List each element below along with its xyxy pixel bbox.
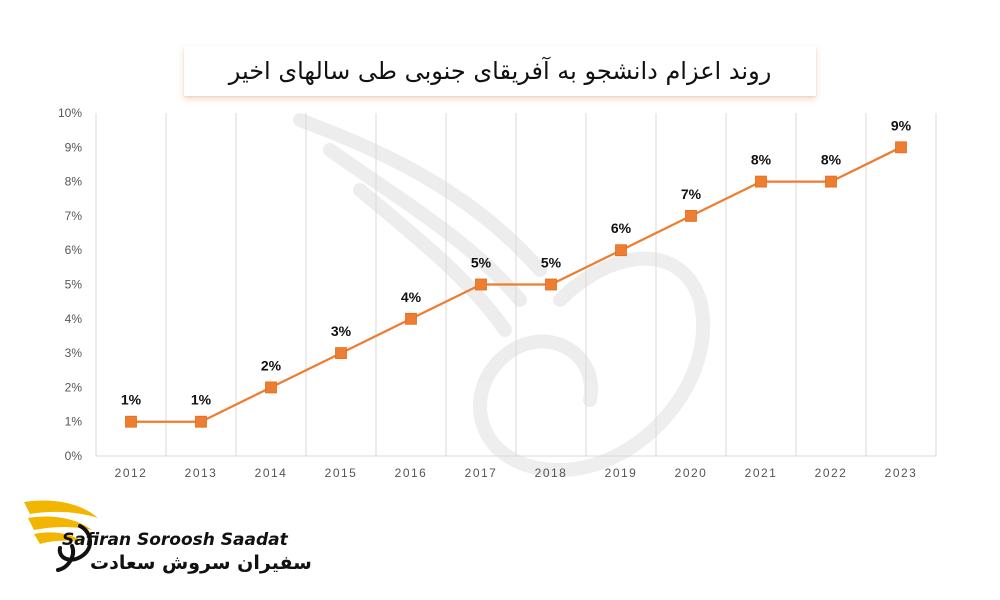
- y-tick-label: 2%: [65, 380, 83, 394]
- brand-logo-icon: [24, 500, 98, 572]
- series-line-path: [131, 146, 902, 423]
- x-tick-label: 2015: [325, 466, 358, 480]
- data-label: 1%: [191, 392, 212, 408]
- data-labels: 1% 1% 2% 3% 4% 5% 5% 6% 7% 8% 8% 9%: [121, 117, 912, 407]
- data-label: 3%: [331, 323, 352, 339]
- data-label: 8%: [751, 152, 772, 168]
- y-tick-label: 5%: [65, 278, 83, 292]
- data-point-marker: [265, 381, 277, 394]
- x-tick-label: 2023: [885, 466, 918, 480]
- chart-title-box: روند اعزام دانشجو به آفریقای جنوبی طی سا…: [184, 46, 816, 96]
- brand-name-english: Safiran Soroosh Saadat: [62, 530, 288, 550]
- brand-name-persian: سفیران سروش سعادت: [90, 552, 312, 574]
- data-label: 6%: [611, 220, 632, 236]
- x-tick-label: 2018: [535, 466, 568, 480]
- y-tick-label: 6%: [65, 243, 83, 257]
- data-label: 1%: [121, 392, 142, 408]
- x-tick-label: 2021: [745, 466, 778, 480]
- x-tick-label: 2012: [115, 466, 148, 480]
- y-tick-label: 3%: [65, 346, 83, 360]
- x-axis: 2012 2013 2014 2015 2016 2017 2018 2019 2020 2021…: [115, 466, 918, 480]
- data-point-marker: [825, 175, 837, 188]
- data-label: 9%: [891, 117, 912, 133]
- y-tick-label: 10%: [58, 106, 82, 120]
- x-tick-label: 2019: [605, 466, 638, 480]
- x-tick-label: 2016: [395, 466, 428, 480]
- y-tick-label: 0%: [65, 449, 83, 463]
- data-label: 4%: [401, 289, 422, 305]
- y-tick-label: 4%: [65, 312, 83, 326]
- x-tick-label: 2013: [185, 466, 218, 480]
- data-point-marker: [195, 415, 207, 428]
- data-label: 5%: [541, 255, 562, 271]
- data-point-marker: [895, 141, 907, 154]
- y-tick-label: 7%: [65, 209, 83, 223]
- watermark-bird-icon: [293, 113, 711, 478]
- y-tick-label: 9%: [65, 140, 83, 154]
- data-label: 2%: [261, 357, 282, 373]
- data-label: 8%: [821, 152, 842, 168]
- series-markers: [125, 141, 907, 428]
- x-tick-label: 2014: [255, 466, 288, 480]
- data-label: 7%: [681, 186, 702, 202]
- y-tick-label: 8%: [65, 175, 83, 189]
- data-point-marker: [755, 175, 767, 188]
- data-label: 5%: [471, 255, 492, 271]
- chart-grid: [95, 113, 937, 457]
- y-tick-label: 1%: [65, 415, 83, 429]
- data-point-marker: [475, 278, 487, 291]
- y-axis: 0% 1% 2% 3% 4% 5% 6% 7% 8% 9% 10%: [58, 106, 82, 463]
- series-line: [131, 146, 902, 423]
- x-tick-label: 2017: [465, 466, 498, 480]
- data-point-marker: [405, 312, 417, 325]
- data-point-marker: [685, 209, 697, 222]
- x-tick-label: 2022: [815, 466, 848, 480]
- data-point-marker: [545, 278, 557, 291]
- x-tick-label: 2020: [675, 466, 708, 480]
- data-point-marker: [335, 347, 347, 360]
- data-point-marker: [615, 244, 627, 257]
- chart-title: روند اعزام دانشجو به آفریقای جنوبی طی سا…: [228, 57, 772, 85]
- data-point-marker: [125, 415, 137, 428]
